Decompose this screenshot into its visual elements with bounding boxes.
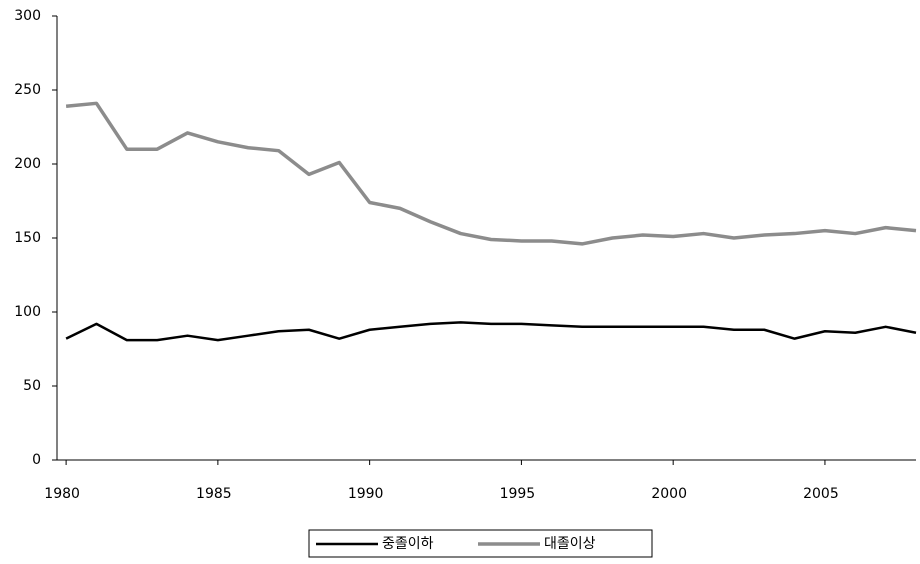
x-tick-label: 1995 [500,486,536,502]
x-tick-label: 1990 [348,486,384,502]
y-tick-label: 0 [32,452,41,468]
y-tick-label: 50 [23,378,41,394]
x-tick-label: 2005 [803,486,839,502]
y-tick-label: 200 [14,156,41,172]
legend-label: 중졸이하 [382,536,434,552]
series-line [65,321,917,342]
x-tick-label: 1980 [44,486,80,502]
legend-label: 대졸이상 [544,536,596,552]
series-line [65,101,917,246]
y-tick-label: 150 [14,230,41,246]
x-tick-label: 1985 [196,486,232,502]
y-tick-label: 100 [14,304,41,320]
y-tick-label: 300 [14,8,41,24]
y-tick-label: 250 [14,82,41,98]
x-tick-label: 2000 [651,486,687,502]
